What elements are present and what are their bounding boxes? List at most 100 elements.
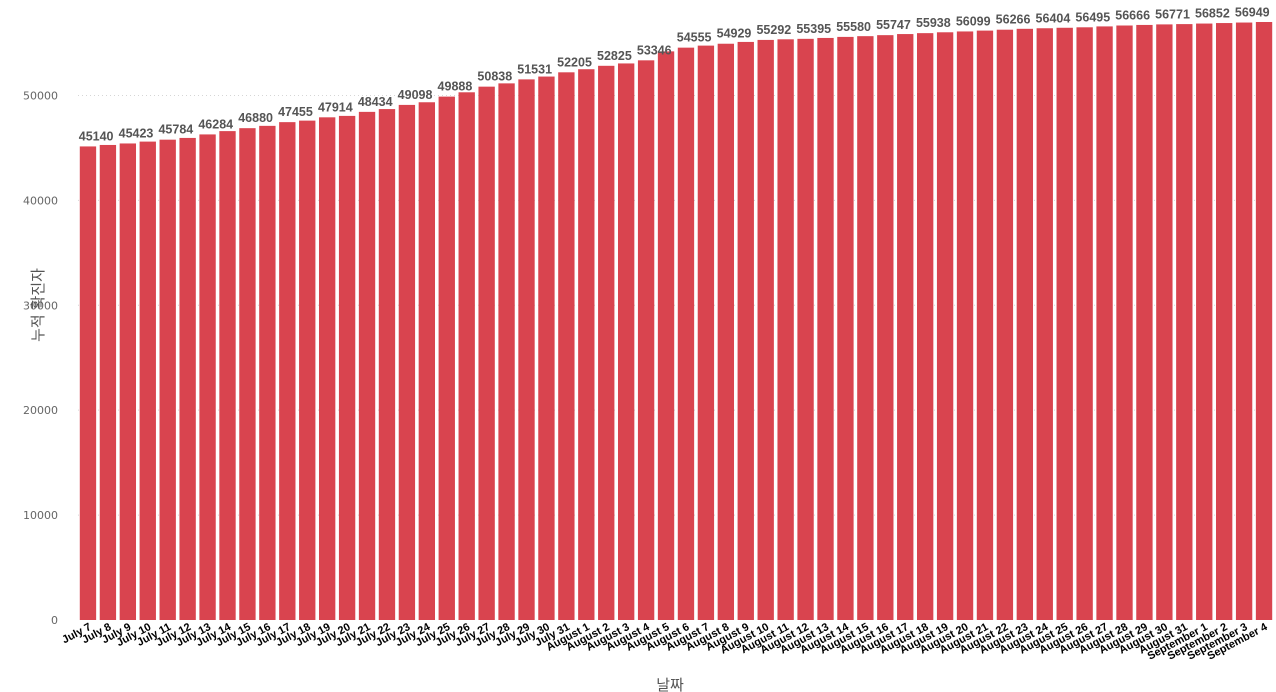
bar: [1056, 27, 1073, 620]
y-tick-label: 0: [51, 614, 58, 627]
bar: [717, 43, 735, 621]
y-tick-label: 30000: [23, 299, 58, 312]
bar: [1255, 22, 1273, 620]
data-label: 54555: [677, 31, 712, 45]
bar: [538, 76, 555, 621]
bar: [79, 146, 97, 620]
bar: [1235, 22, 1253, 621]
data-label: 46880: [238, 111, 273, 125]
bar: [877, 35, 894, 620]
data-label: 45423: [119, 126, 154, 140]
data-label: 46284: [198, 117, 233, 131]
bar: [378, 109, 396, 620]
bar: [1176, 24, 1193, 621]
bar: [518, 79, 535, 620]
bar: [1096, 26, 1113, 621]
bar: [837, 36, 854, 620]
bar: [478, 86, 495, 620]
bar: [697, 45, 715, 621]
bar: [318, 117, 336, 620]
data-label: 56949: [1235, 6, 1270, 20]
y-tick-label: 40000: [23, 194, 58, 207]
data-label: 53346: [637, 43, 672, 57]
bar: [976, 30, 994, 621]
bar: [338, 115, 356, 621]
bar: [119, 143, 137, 620]
bar: [458, 92, 475, 621]
bar: [279, 122, 296, 620]
bar: [299, 120, 316, 621]
bar: [936, 32, 954, 620]
y-tick-label: 20000: [23, 404, 58, 417]
data-label: 55292: [756, 23, 791, 37]
bar: [1215, 23, 1233, 621]
bar: [617, 63, 635, 620]
bar: [677, 47, 695, 620]
data-label: 55580: [836, 20, 871, 34]
data-label: 51531: [517, 62, 552, 76]
bar: [1156, 24, 1173, 620]
data-label: 49098: [398, 88, 433, 102]
bar: [737, 41, 754, 621]
data-label: 52825: [597, 49, 632, 63]
data-label: 54929: [717, 27, 752, 41]
bar: [757, 39, 774, 621]
data-label: 45140: [79, 129, 114, 143]
data-label: 56099: [956, 14, 991, 28]
bar: [657, 51, 675, 620]
bar: [956, 31, 974, 620]
x-axis-title: 날짜: [656, 676, 684, 692]
bar: [897, 34, 914, 621]
bar: [777, 39, 794, 621]
bar: [857, 36, 874, 621]
data-label: 50838: [477, 70, 512, 84]
bar: [358, 111, 376, 621]
data-label: 45784: [158, 123, 193, 137]
data-label: 56771: [1155, 7, 1190, 21]
bar: [637, 60, 655, 620]
bar: [259, 125, 276, 621]
data-label: 52205: [557, 55, 592, 69]
bar: [1076, 27, 1093, 621]
bar: [438, 96, 455, 621]
data-label: 55747: [876, 18, 911, 32]
bar: [1136, 24, 1153, 620]
bar: [1036, 28, 1053, 620]
bar: [498, 83, 515, 621]
data-label: 56852: [1195, 7, 1230, 21]
bar: [398, 104, 416, 620]
bar: [418, 102, 436, 620]
bar: [558, 72, 575, 620]
data-label: 55938: [916, 16, 951, 30]
bar: [239, 128, 256, 621]
y-axis-ticks: 0 10000 20000 30000 40000 50000: [23, 89, 58, 627]
bar: [179, 137, 196, 620]
data-label: 56666: [1115, 9, 1150, 23]
bar: [139, 141, 156, 620]
gridlines: [78, 94, 1274, 516]
bar: [598, 65, 615, 621]
bar: [1016, 28, 1034, 620]
bar: [1116, 25, 1133, 620]
bar: [199, 134, 216, 621]
data-label: 56495: [1075, 10, 1110, 24]
y-axis-title: 누적 확진자: [29, 268, 47, 342]
data-label: 49888: [438, 80, 473, 94]
bar: [219, 131, 236, 621]
bars: [79, 22, 1273, 621]
bar: [916, 33, 934, 620]
bar: [996, 29, 1014, 620]
bar: [797, 38, 814, 620]
data-label: 55395: [796, 22, 831, 36]
data-label: 56404: [1036, 11, 1071, 25]
data-label: 47455: [278, 105, 313, 119]
data-label: 48434: [358, 95, 393, 109]
bar: [578, 69, 595, 620]
data-label: 56266: [996, 13, 1031, 27]
y-tick-label: 50000: [23, 89, 58, 102]
data-label: 47914: [318, 100, 353, 114]
bar: [817, 37, 834, 620]
bar: [1196, 23, 1213, 621]
